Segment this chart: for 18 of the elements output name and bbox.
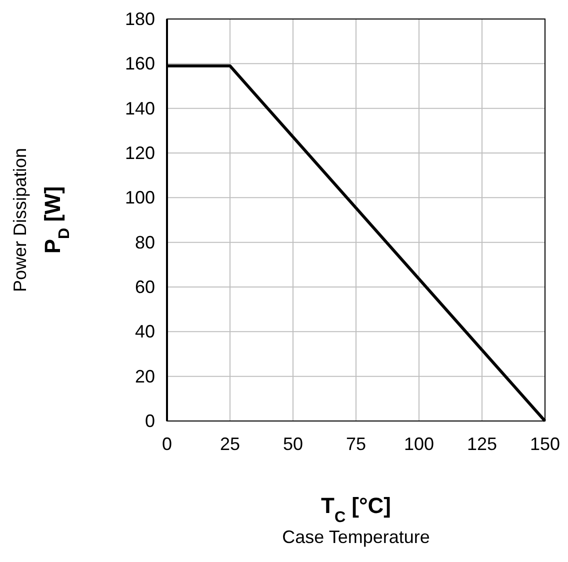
x-tick-label: 75 [346,434,366,454]
y-tick-label: 180 [124,9,155,29]
x-axis-title: T$_{C}$ [°C] Case Temperature [282,493,430,547]
y-tick-label: 120 [124,143,155,163]
x-tick-label: 150 [530,434,560,454]
y-tick-label: 0 [144,411,155,431]
x-tick-label: 50 [282,434,304,454]
y-tick-label: 100 [124,188,155,208]
x-tick-label: 100 [404,434,434,454]
x-tick-label: 0 [162,434,172,454]
y-tick-label: 160 [124,54,155,74]
y-tick-label: 40 [134,322,155,342]
x-tick-label: 25 [220,434,240,454]
y-tick-label: 20 [134,366,155,386]
y-tick-label: 80 [134,232,155,252]
y-tick-label: 60 [134,277,155,297]
y-tick-label: 140 [124,98,155,118]
x-tick-label: 125 [466,434,498,454]
